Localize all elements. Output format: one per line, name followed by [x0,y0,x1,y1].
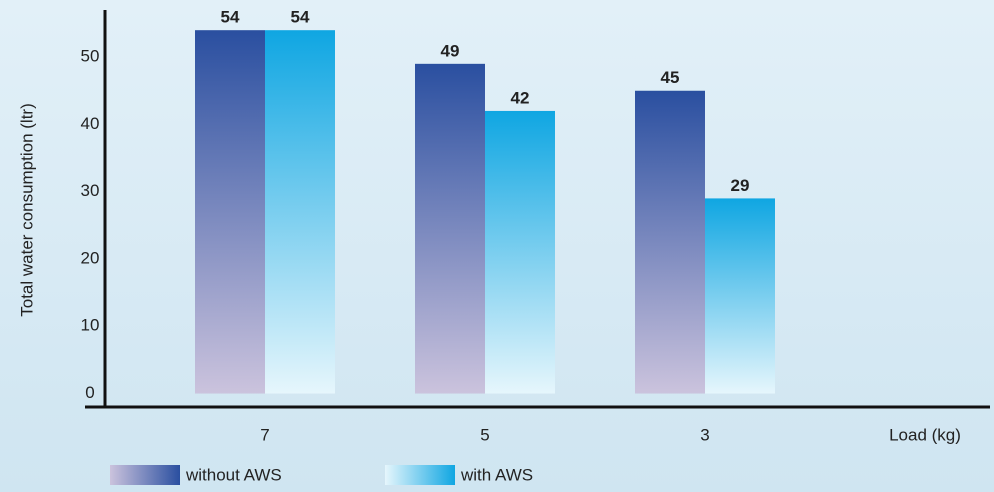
x-tick-label: 3 [700,425,709,444]
value-label: 54 [291,8,310,27]
value-label: 54 [221,8,240,27]
y-tick-label: 20 [81,248,100,267]
legend-swatch [110,465,180,485]
y-tick-label: 40 [81,114,100,133]
bar [265,30,335,394]
value-label: 45 [661,68,680,87]
y-tick-label: 30 [81,181,100,200]
legend-swatch [385,465,455,485]
x-tick-label: 7 [260,425,269,444]
legend-label: without AWS [185,465,282,484]
value-label: 29 [731,176,750,195]
bar [195,30,265,394]
value-label: 42 [511,88,530,107]
legend-label: with AWS [460,465,533,484]
value-label: 49 [441,41,460,60]
y-tick-label: 10 [81,316,100,335]
x-axis-label: Load (kg) [889,425,961,444]
x-tick-label: 5 [480,425,489,444]
y-tick-label: 50 [81,47,100,66]
bar [705,198,775,394]
y-axis-label: Total water consumption (ltr) [17,103,36,317]
bar [485,110,555,394]
y-tick-label: 0 [85,383,94,402]
bar [635,90,705,394]
bar [415,63,485,394]
